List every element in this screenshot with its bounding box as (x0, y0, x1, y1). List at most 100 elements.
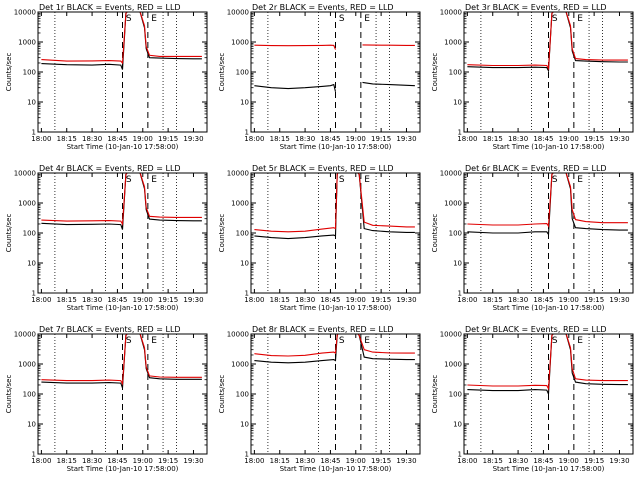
x-axis-label: Start Time (10-Jan-10 17:58:00) (67, 143, 179, 151)
y-tick-label: 10000 (440, 9, 462, 17)
lld-series-line (467, 173, 628, 228)
y-axis-label: Counts/sec (218, 375, 226, 414)
x-tick-label: 18:00 (457, 296, 477, 304)
y-tick-label: 10 (453, 260, 462, 268)
lld-series-line (254, 173, 415, 233)
panel-title: Det 7r BLACK = Events, RED = LLD (39, 325, 181, 334)
x-tick-label: 19:15 (371, 457, 391, 465)
x-tick-label: 19:00 (346, 457, 366, 465)
panel-title: Det 9r BLACK = Events, RED = LLD (465, 325, 607, 334)
events-series-line (254, 173, 415, 240)
start-marker-label: S (552, 175, 558, 185)
end-marker-label: E (151, 14, 157, 24)
y-axis-label: Counts/sec (431, 214, 439, 253)
start-marker-label: S (552, 14, 558, 24)
x-tick-label: 19:00 (559, 135, 579, 143)
y-tick-label: 1000 (231, 200, 249, 208)
x-tick-label: 18:00 (31, 296, 51, 304)
x-tick-label: 18:00 (31, 457, 51, 465)
y-axis-label: Counts/sec (431, 375, 439, 414)
x-tick-label: 19:00 (346, 135, 366, 143)
x-tick-label: 18:45 (107, 135, 127, 143)
start-marker-label: S (126, 14, 132, 24)
y-tick-label: 1 (32, 451, 36, 459)
panel-title: Det 6r BLACK = Events, RED = LLD (465, 164, 607, 173)
x-axis-label: Start Time (10-Jan-10 17:58:00) (280, 465, 392, 473)
y-tick-label: 1 (458, 451, 462, 459)
y-tick-label: 100 (236, 69, 249, 77)
y-tick-label: 1000 (444, 200, 462, 208)
y-tick-label: 10000 (14, 170, 36, 178)
y-tick-label: 100 (236, 230, 249, 238)
x-tick-label: 19:30 (396, 296, 416, 304)
x-tick-label: 19:30 (609, 135, 629, 143)
y-axis-label: Counts/sec (218, 214, 226, 253)
x-tick-label: 18:30 (295, 296, 315, 304)
y-tick-label: 1000 (231, 39, 249, 47)
x-tick-label: 18:30 (82, 457, 102, 465)
y-tick-label: 1000 (18, 361, 36, 369)
panel-title: Det 5r BLACK = Events, RED = LLD (252, 164, 394, 173)
events-series-line (41, 173, 202, 230)
x-tick-label: 18:45 (320, 135, 340, 143)
x-tick-label: 18:15 (483, 135, 503, 143)
x-tick-label: 18:30 (508, 135, 528, 143)
y-tick-label: 10000 (227, 9, 249, 17)
x-tick-label: 19:15 (371, 296, 391, 304)
y-tick-label: 10000 (14, 331, 36, 339)
x-tick-label: 19:15 (158, 457, 178, 465)
y-tick-label: 10 (453, 421, 462, 429)
x-tick-label: 18:00 (244, 296, 264, 304)
lld-series-line (41, 12, 202, 65)
x-tick-label: 18:45 (320, 296, 340, 304)
y-tick-label: 1000 (444, 361, 462, 369)
lld-series-line (467, 334, 628, 391)
start-marker-label: S (552, 336, 558, 346)
x-tick-label: 18:30 (508, 296, 528, 304)
panel-title: Det 4r BLACK = Events, RED = LLD (39, 164, 181, 173)
x-tick-label: 19:00 (133, 296, 153, 304)
start-marker-label: S (339, 336, 345, 346)
x-tick-label: 18:30 (82, 296, 102, 304)
end-marker-label: E (577, 336, 583, 346)
y-axis-label: Counts/sec (5, 53, 13, 92)
end-marker-label: E (577, 14, 583, 24)
x-tick-label: 18:00 (244, 457, 264, 465)
y-tick-label: 100 (449, 230, 462, 238)
y-tick-label: 10 (27, 99, 36, 107)
end-marker-label: E (151, 175, 157, 185)
y-tick-label: 10000 (227, 170, 249, 178)
events-series-line (41, 334, 202, 389)
x-tick-label: 18:45 (533, 135, 553, 143)
x-tick-label: 19:15 (158, 135, 178, 143)
x-tick-label: 18:15 (483, 457, 503, 465)
y-tick-label: 1 (32, 290, 36, 298)
x-tick-label: 18:30 (295, 457, 315, 465)
y-tick-label: 1000 (18, 39, 36, 47)
y-tick-label: 100 (23, 391, 36, 399)
lld-series-line (41, 334, 202, 386)
x-tick-label: 19:30 (396, 457, 416, 465)
x-tick-label: 18:00 (457, 135, 477, 143)
y-tick-label: 100 (23, 230, 36, 238)
panel-title: Det 8r BLACK = Events, RED = LLD (252, 325, 394, 334)
end-marker-label: E (364, 175, 370, 185)
x-tick-label: 19:00 (133, 135, 153, 143)
x-tick-label: 19:00 (133, 457, 153, 465)
y-axis-label: Counts/sec (5, 214, 13, 253)
y-axis-label: Counts/sec (5, 375, 13, 414)
y-tick-label: 1000 (18, 200, 36, 208)
events-series-line (467, 334, 628, 395)
x-tick-label: 18:45 (320, 457, 340, 465)
start-marker-label: S (339, 175, 345, 185)
x-tick-label: 18:45 (107, 457, 127, 465)
x-tick-label: 18:30 (82, 135, 102, 143)
lld-series-line (254, 334, 415, 357)
end-marker-label: E (364, 14, 370, 24)
y-tick-label: 100 (449, 69, 462, 77)
y-tick-label: 100 (236, 391, 249, 399)
